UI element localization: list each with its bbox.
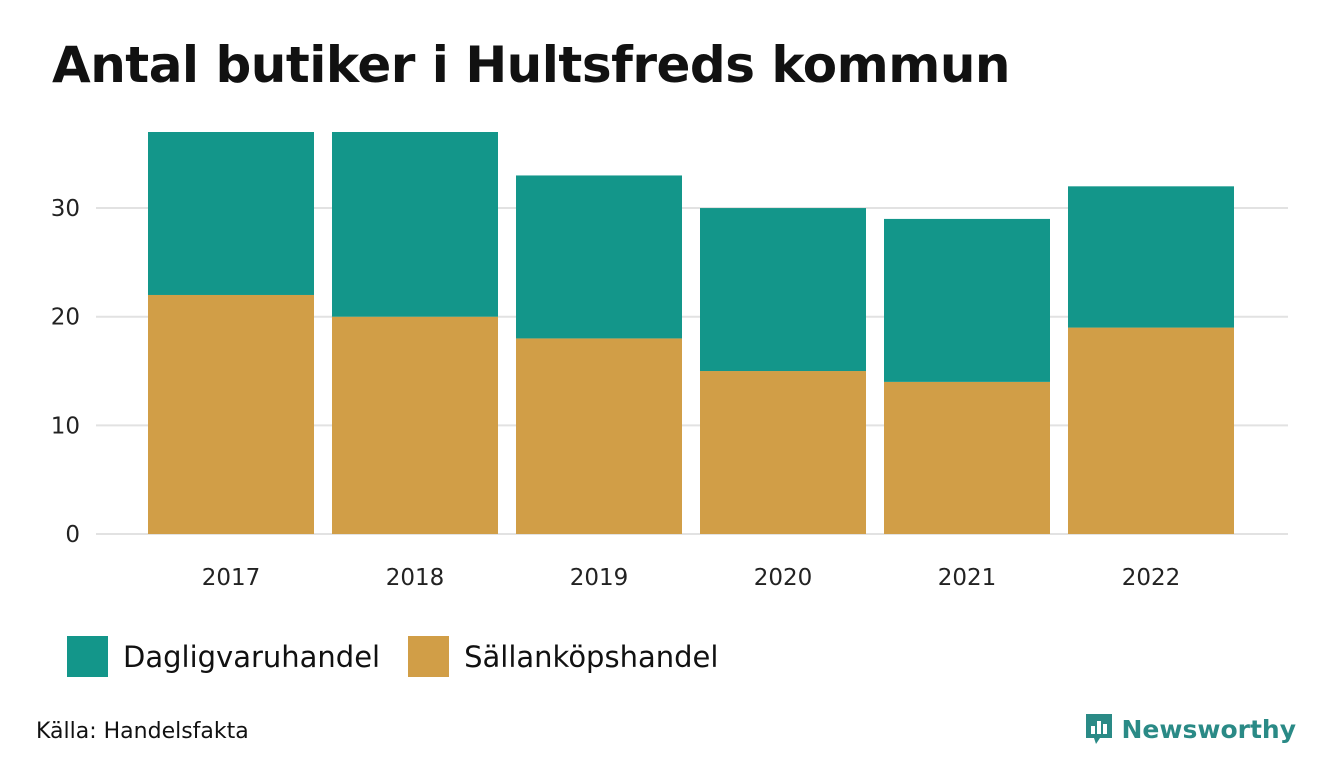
y-tick-label-10: 10 — [51, 413, 80, 439]
legend-label-sallankopshandel: Sällanköpshandel — [464, 639, 719, 674]
stacked-bar-chart: 0 10 20 30 2017 2018 2019 2020 2021 2022 — [51, 132, 1288, 591]
y-tick-label-0: 0 — [65, 522, 80, 548]
brand-name: Newsworthy — [1121, 714, 1297, 744]
x-tick-label-2021: 2021 — [938, 565, 997, 591]
legend-swatch-dagligvaruhandel — [67, 636, 108, 677]
x-tick-label-2018: 2018 — [386, 565, 445, 591]
bar-2018-sallankopshandel — [332, 316, 498, 534]
bar-2018-dagligvaruhandel — [332, 132, 498, 317]
x-tick-label-2020: 2020 — [754, 565, 813, 591]
bar-2019-dagligvaruhandel — [516, 175, 682, 339]
y-tick-label-30: 30 — [51, 196, 80, 222]
legend-label-dagligvaruhandel: Dagligvaruhandel — [123, 639, 381, 674]
bar-2021-dagligvaruhandel — [884, 218, 1050, 382]
legend: Dagligvaruhandel Sällanköpshandel — [67, 636, 746, 677]
bar-2020-dagligvaruhandel — [700, 208, 866, 372]
legend-swatch-sallankopshandel — [408, 636, 450, 677]
bar-2020-sallankopshandel — [700, 371, 866, 534]
bar-2019-sallankopshandel — [516, 338, 682, 534]
bar-2022-sallankopshandel — [1068, 327, 1234, 534]
y-axis-ticks: 0 10 20 30 — [51, 196, 80, 548]
bar-2017-dagligvaruhandel — [148, 132, 314, 295]
bars — [148, 132, 1234, 534]
legend-item-sallankopshandel: Sällanköpshandel — [408, 636, 718, 677]
x-tick-label-2017: 2017 — [202, 565, 261, 591]
bar-2021-sallankopshandel — [884, 381, 1050, 534]
bar-2022-dagligvaruhandel — [1068, 186, 1234, 328]
x-tick-label-2019: 2019 — [570, 565, 629, 591]
chart-title: Antal butiker i Hultsfreds kommun — [52, 36, 1011, 94]
x-axis-ticks: 2017 2018 2019 2020 2021 2022 — [202, 565, 1181, 591]
source-note: Källa: Handelsfakta — [36, 719, 249, 744]
legend-item-dagligvaruhandel: Dagligvaruhandel — [67, 636, 380, 677]
newsworthy-logo-icon — [1085, 714, 1112, 744]
y-tick-label-20: 20 — [51, 305, 80, 331]
brand: Newsworthy — [1084, 712, 1297, 746]
bar-2017-sallankopshandel — [148, 294, 314, 534]
x-tick-label-2022: 2022 — [1122, 565, 1181, 591]
